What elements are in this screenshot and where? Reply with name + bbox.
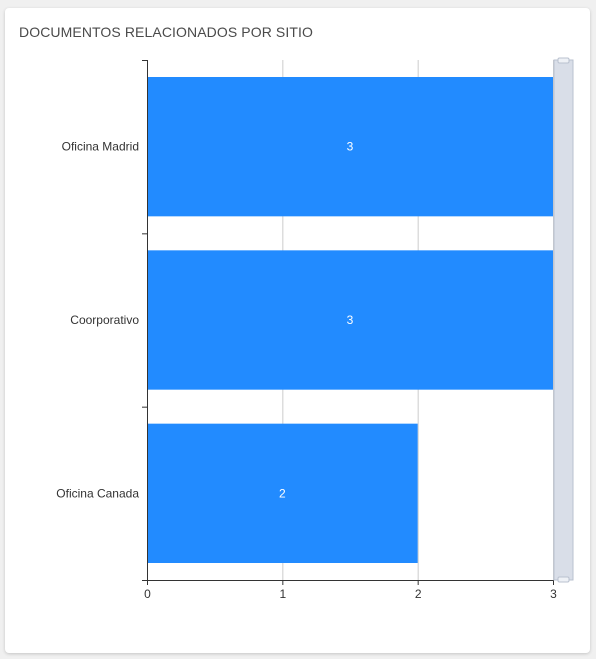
bar-series bbox=[147, 77, 553, 563]
scrollbar-bottom-handle[interactable] bbox=[557, 576, 570, 583]
x-tick-label: 1 bbox=[279, 587, 286, 601]
bar-value-label: 3 bbox=[347, 140, 354, 154]
category-label: Oficina Madrid bbox=[62, 140, 139, 154]
bar-0[interactable] bbox=[147, 77, 553, 217]
category-label: Coorporativo bbox=[70, 313, 139, 327]
scrollbar-track[interactable] bbox=[553, 59, 574, 581]
vertical-scrollbar[interactable] bbox=[553, 57, 574, 583]
axes bbox=[142, 60, 554, 585]
scrollbar-top-handle[interactable] bbox=[557, 57, 570, 64]
bar-value-label: 3 bbox=[347, 313, 354, 327]
chart-title: DOCUMENTOS RELACIONADOS POR SITIO bbox=[19, 24, 313, 40]
bar-value-label: 2 bbox=[279, 486, 286, 500]
chart-labels: 3 Oficina Madrid 3 Coorporativo 2 Oficina Can… bbox=[56, 140, 557, 601]
bar-2[interactable] bbox=[147, 423, 418, 563]
x-tick-label: 3 bbox=[550, 587, 557, 601]
x-tick-label: 2 bbox=[415, 587, 422, 601]
x-tick-label: 0 bbox=[144, 587, 151, 601]
category-label: Oficina Canada bbox=[56, 486, 139, 500]
bar-1[interactable] bbox=[147, 250, 553, 390]
